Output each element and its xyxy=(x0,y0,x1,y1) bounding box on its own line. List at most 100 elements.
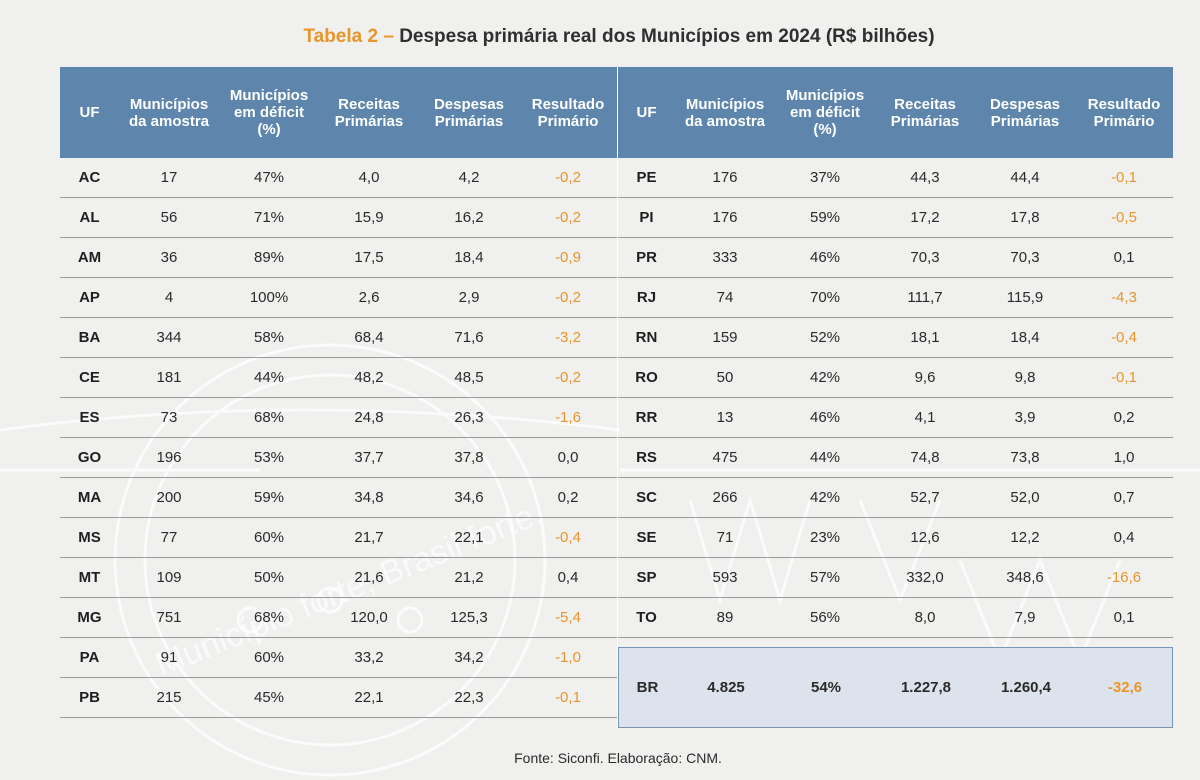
cell-resultado: 0,1 xyxy=(1113,609,1135,626)
cell-municipios: 13 xyxy=(716,409,734,426)
total-resultado: -32,6 xyxy=(1107,679,1143,696)
cell-uf: MG xyxy=(77,609,102,626)
cell-deficit: 23% xyxy=(809,529,841,546)
cell-deficit: 45% xyxy=(253,689,285,706)
table-row: PE 176 37% 44,3 44,4 -0,1 xyxy=(618,158,1173,198)
cell-despesas: 18,4 xyxy=(454,249,484,266)
cell-resultado: -0,2 xyxy=(555,209,581,226)
table-row: SE 71 23% 12,6 12,2 0,4 xyxy=(618,518,1173,558)
cell-uf: SP xyxy=(636,569,657,586)
cell-municipios: 4 xyxy=(164,289,174,306)
cell-resultado: 0,1 xyxy=(1113,249,1135,266)
cell-receitas: 21,6 xyxy=(354,569,384,586)
cell-municipios: 751 xyxy=(156,609,182,626)
total-uf: BR xyxy=(636,679,659,696)
cell-municipios: 159 xyxy=(712,329,738,346)
cell-despesas: 73,8 xyxy=(1010,449,1040,466)
cell-uf: MT xyxy=(78,569,101,586)
header-deficit: Municípios em déficit (%) xyxy=(785,87,865,138)
total-despesas: 1.260,4 xyxy=(1000,679,1052,696)
cell-municipios: 333 xyxy=(712,249,738,266)
cell-uf: PI xyxy=(639,209,654,226)
cell-despesas: 22,1 xyxy=(454,529,484,546)
cell-resultado: -5,4 xyxy=(555,609,581,626)
cell-municipios: 56 xyxy=(160,209,178,226)
cell-deficit: 71% xyxy=(253,209,285,226)
cell-despesas: 348,6 xyxy=(1006,569,1044,586)
cell-deficit: 60% xyxy=(253,649,285,666)
total-deficit: 54% xyxy=(810,679,842,696)
table-row: RS 475 44% 74,8 73,8 1,0 xyxy=(618,438,1173,478)
cell-uf: PR xyxy=(636,249,657,266)
cell-municipios: 475 xyxy=(712,449,738,466)
cell-receitas: 17,2 xyxy=(910,209,940,226)
cell-despesas: 22,3 xyxy=(454,689,484,706)
cell-deficit: 100% xyxy=(249,289,289,306)
cell-resultado: -0,4 xyxy=(555,529,581,546)
cell-receitas: 70,3 xyxy=(910,249,940,266)
cell-municipios: 71 xyxy=(716,529,734,546)
cell-receitas: 12,6 xyxy=(910,529,940,546)
cell-resultado: -0,1 xyxy=(1111,369,1137,386)
cell-deficit: 42% xyxy=(809,369,841,386)
table-title-text: Despesa primária real dos Municípios em … xyxy=(399,26,935,47)
cell-despesas: 4,2 xyxy=(458,169,480,186)
cell-resultado: 0,4 xyxy=(1113,529,1135,546)
cell-despesas: 34,6 xyxy=(454,489,484,506)
cell-receitas: 4,0 xyxy=(358,169,380,186)
cell-deficit: 59% xyxy=(809,209,841,226)
cell-municipios: 344 xyxy=(156,329,182,346)
cell-uf: PB xyxy=(79,689,100,706)
header-despesas: Despesas Primárias xyxy=(433,95,505,130)
cell-despesas: 70,3 xyxy=(1010,249,1040,266)
column-divider xyxy=(617,67,618,728)
cell-despesas: 21,2 xyxy=(454,569,484,586)
cell-deficit: 53% xyxy=(253,449,285,466)
table-row: GO 196 53% 37,7 37,8 0,0 xyxy=(60,438,617,478)
cell-uf: ES xyxy=(79,409,100,426)
table-row: PA 91 60% 33,2 34,2 -1,0 xyxy=(60,638,617,678)
table-row: AC 17 47% 4,0 4,2 -0,2 xyxy=(60,158,617,198)
cell-despesas: 125,3 xyxy=(450,609,488,626)
cell-resultado: 0,0 xyxy=(557,449,579,466)
cell-resultado: -0,5 xyxy=(1111,209,1137,226)
cell-deficit: 59% xyxy=(253,489,285,506)
cell-receitas: 18,1 xyxy=(910,329,940,346)
cell-municipios: 109 xyxy=(156,569,182,586)
cell-receitas: 120,0 xyxy=(350,609,388,626)
header-uf: UF xyxy=(79,104,100,121)
cell-resultado: 0,7 xyxy=(1113,489,1135,506)
table-row: RJ 74 70% 111,7 115,9 -4,3 xyxy=(618,278,1173,318)
cell-despesas: 16,2 xyxy=(454,209,484,226)
cell-municipios: 181 xyxy=(156,369,182,386)
cell-deficit: 44% xyxy=(809,449,841,466)
table-row: PB 215 45% 22,1 22,3 -0,1 xyxy=(60,678,617,718)
cell-resultado: -0,9 xyxy=(555,249,581,266)
cell-resultado: -0,2 xyxy=(555,369,581,386)
cell-uf: RS xyxy=(636,449,657,466)
cell-deficit: 60% xyxy=(253,529,285,546)
total-row: BR 4.825 54% 1.227,8 1.260,4 -32,6 xyxy=(618,647,1173,728)
cell-deficit: 44% xyxy=(253,369,285,386)
table-row: SP 593 57% 332,0 348,6 -16,6 xyxy=(618,558,1173,598)
cell-municipios: 593 xyxy=(712,569,738,586)
cell-despesas: 7,9 xyxy=(1014,609,1036,626)
table-row: MT 109 50% 21,6 21,2 0,4 xyxy=(60,558,617,598)
cell-resultado: -0,2 xyxy=(555,169,581,186)
cell-receitas: 33,2 xyxy=(354,649,384,666)
table-left-half: UF Municípios da amostra Municípios em d… xyxy=(60,67,617,728)
cell-resultado: -1,0 xyxy=(555,649,581,666)
cell-despesas: 26,3 xyxy=(454,409,484,426)
header-receitas: Receitas Primárias xyxy=(890,95,960,130)
table-row: RN 159 52% 18,1 18,4 -0,4 xyxy=(618,318,1173,358)
cell-resultado: -1,6 xyxy=(555,409,581,426)
cell-resultado: -0,1 xyxy=(1111,169,1137,186)
cell-uf: SC xyxy=(636,489,657,506)
cell-despesas: 17,8 xyxy=(1010,209,1040,226)
cell-despesas: 52,0 xyxy=(1010,489,1040,506)
cell-municipios: 266 xyxy=(712,489,738,506)
table-title: Tabela 2 – Despesa primária real dos Mun… xyxy=(0,26,1200,48)
cell-deficit: 56% xyxy=(809,609,841,626)
cell-deficit: 57% xyxy=(809,569,841,586)
cell-uf: RN xyxy=(635,329,658,346)
